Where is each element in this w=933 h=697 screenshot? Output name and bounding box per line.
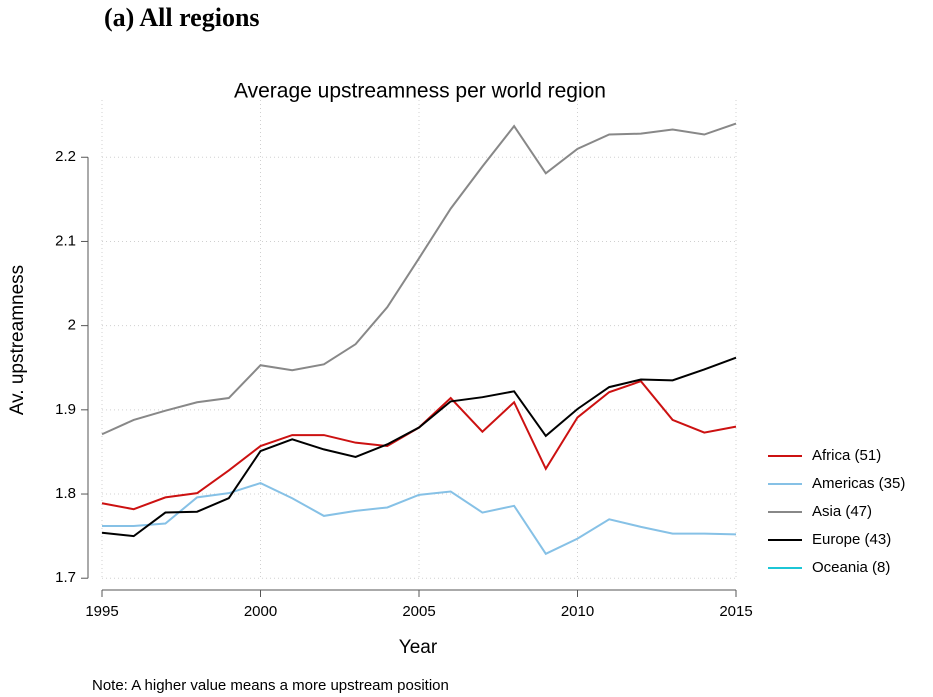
legend-label: Asia (47)	[812, 503, 872, 520]
y-axis-label: Av. upstreamness	[7, 265, 28, 415]
x-tick-label: 2015	[719, 603, 752, 620]
legend-label: Americas (35)	[812, 475, 905, 492]
y-tick-label: 1.7	[55, 569, 76, 586]
chart-title: Average upstreamness per world region	[234, 80, 606, 103]
x-tick-label: 2000	[244, 603, 277, 620]
legend-label: Oceania (8)	[812, 559, 890, 576]
x-axis-label: Year	[399, 637, 438, 658]
series-line	[101, 122, 737, 436]
heading: (a) All regions	[104, 3, 260, 32]
y-tick-label: 2	[68, 317, 76, 334]
x-tick-label: 2005	[402, 603, 435, 620]
x-tick-label: 2010	[561, 603, 594, 620]
series-line	[101, 356, 737, 538]
y-tick-label: 2.1	[55, 232, 76, 249]
legend-label: Europe (43)	[812, 531, 891, 548]
x-tick-label: 1995	[85, 603, 118, 620]
legend-label: Africa (51)	[812, 447, 881, 464]
series-line	[102, 482, 737, 556]
note: Note: A higher value means a more upstre…	[92, 677, 449, 694]
y-tick-label: 2.2	[55, 148, 76, 165]
y-tick-label: 1.8	[55, 485, 76, 502]
y-tick-label: 1.9	[55, 401, 76, 418]
